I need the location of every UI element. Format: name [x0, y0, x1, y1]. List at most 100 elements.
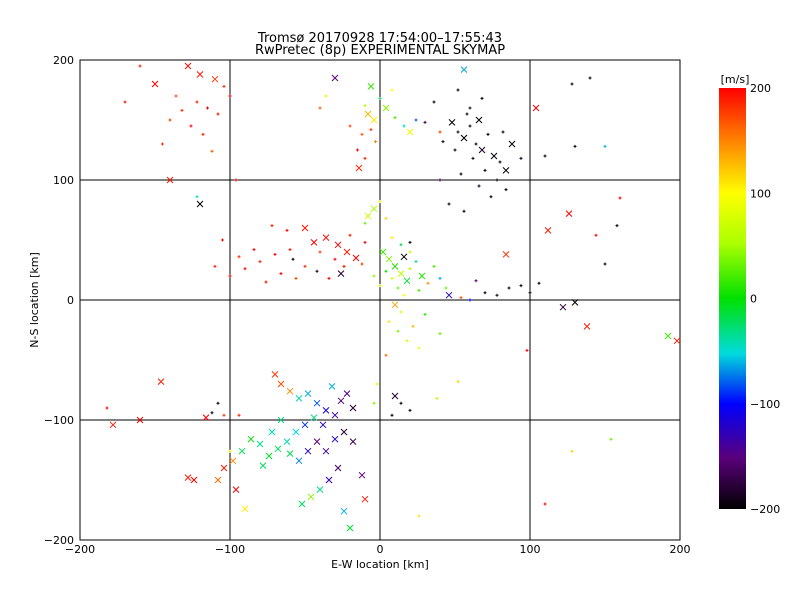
data-point-cross [184, 62, 192, 70]
data-point-plus [360, 132, 364, 136]
data-point-cross [361, 495, 369, 503]
data-point-cross [322, 447, 330, 455]
data-point-plus [471, 156, 475, 160]
data-point-cross [391, 301, 399, 309]
data-point-plus [384, 216, 388, 220]
data-point-plus [342, 264, 346, 268]
data-point-cross [400, 253, 408, 261]
data-point-plus [438, 130, 442, 134]
data-point-plus [468, 298, 472, 302]
data-point-plus [603, 262, 607, 266]
data-point-plus [264, 280, 268, 284]
data-point-cross [313, 399, 321, 407]
data-point-plus [399, 401, 403, 405]
data-point-cross [559, 303, 567, 311]
data-point-cross [403, 277, 411, 285]
data-point-plus [222, 413, 226, 417]
data-point-plus [318, 250, 322, 254]
data-point-cross [331, 435, 339, 443]
data-point-cross [337, 397, 345, 405]
data-point-plus [318, 106, 322, 110]
data-point-plus [168, 118, 172, 122]
data-point-plus [216, 112, 220, 116]
data-point-plus [360, 262, 364, 266]
data-point-cross [370, 116, 378, 124]
data-point-cross [241, 505, 249, 513]
data-point-cross [196, 71, 204, 78]
grid-lines [80, 60, 680, 540]
data-point-plus [356, 148, 359, 152]
data-point-plus [462, 209, 466, 213]
data-point-plus [405, 339, 409, 343]
data-point-cross [346, 524, 354, 532]
data-point-plus [279, 272, 283, 276]
data-point-plus [399, 243, 403, 247]
data-point-cross [301, 421, 309, 429]
x-tick-label: −200 [65, 543, 95, 556]
data-point-cross [319, 421, 327, 429]
data-point-cross [358, 471, 366, 479]
y-axis-label: N-S location [km] [28, 252, 41, 348]
data-point-cross [331, 411, 339, 419]
data-point-plus [465, 112, 469, 116]
data-point-cross [337, 270, 345, 277]
data-point-plus [411, 324, 415, 328]
data-point-plus [438, 332, 442, 336]
data-point-cross [502, 251, 510, 258]
data-point-plus [348, 233, 352, 237]
data-point-plus [537, 281, 541, 285]
data-point-plus [489, 195, 493, 199]
data-point-plus [615, 224, 619, 228]
data-point-plus [333, 257, 337, 261]
data-point-plus [390, 88, 394, 92]
data-point-cross [274, 445, 282, 453]
y-tick-label: 0 [67, 294, 74, 307]
data-point-plus [474, 142, 478, 146]
data-point-plus [243, 267, 247, 271]
data-point-plus [441, 140, 445, 144]
data-point-cross [295, 395, 303, 402]
data-point-plus [201, 132, 205, 136]
data-point-plus [483, 291, 487, 295]
data-point-plus [393, 116, 397, 120]
colorbar-label: [m/s] [721, 73, 750, 86]
data-point-cross [406, 128, 414, 136]
data-point-plus [477, 184, 481, 188]
data-point-cross [229, 457, 237, 465]
data-point-plus [399, 310, 403, 314]
data-point-plus [294, 276, 298, 280]
data-point-cross [364, 212, 372, 220]
data-point-cross [565, 210, 573, 217]
data-point-plus [384, 269, 388, 273]
data-point-plus [402, 124, 406, 128]
data-point-plus [378, 284, 382, 288]
x-axis-ticks: −200 −100 0 100 200 [65, 543, 691, 556]
data-point-cross [664, 332, 672, 340]
data-point-plus [363, 240, 367, 244]
x-tick-label: −100 [215, 543, 245, 556]
data-point-plus [519, 156, 523, 160]
data-point-cross [343, 390, 351, 397]
data-point-cross [532, 104, 540, 112]
data-point-plus [270, 224, 274, 228]
data-point-plus [390, 236, 394, 240]
data-point-cross [259, 462, 267, 469]
data-point-cross [475, 116, 483, 124]
data-point-plus [483, 168, 487, 172]
data-point-plus [374, 140, 377, 144]
data-point-plus [570, 82, 574, 86]
data-point-plus [447, 202, 451, 206]
data-point-plus [432, 100, 436, 104]
data-point-cross [283, 438, 291, 445]
data-point-plus [228, 274, 232, 278]
data-point-plus [324, 94, 328, 98]
data-point-plus [507, 286, 511, 290]
data-point-cross [364, 110, 372, 118]
data-point-plus [417, 514, 421, 518]
data-point-cross [286, 387, 294, 395]
data-point-plus [252, 248, 256, 252]
data-point-cross [304, 390, 312, 397]
data-point-cross [340, 507, 348, 515]
data-point-plus [210, 149, 214, 153]
